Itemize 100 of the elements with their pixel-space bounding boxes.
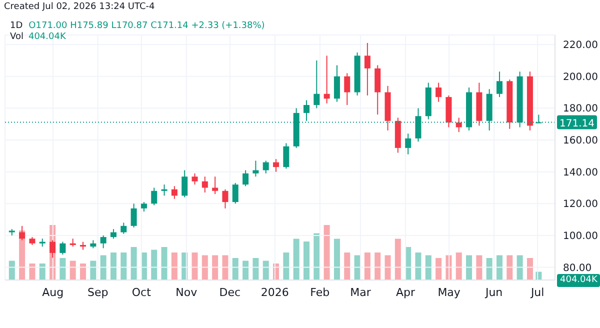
candlestick: [232, 182, 238, 204]
candlestick: [171, 186, 178, 200]
x-tick-label: Dec: [219, 286, 241, 299]
candlestick: [456, 117, 462, 133]
candlestick: [130, 203, 137, 228]
candlestick: [192, 172, 198, 186]
x-tick-label: 2026: [260, 286, 289, 299]
bar: [8, 260, 15, 280]
candlestick: [334, 64, 340, 102]
candlestick: [100, 234, 106, 249]
bar: [486, 258, 492, 280]
candlestick: [60, 241, 66, 256]
bar: [171, 252, 178, 280]
bar: [506, 255, 513, 280]
bar: [242, 260, 249, 280]
bar: [100, 255, 106, 280]
bar: [192, 252, 198, 280]
bar: [80, 264, 86, 280]
candlestick: [314, 60, 320, 109]
x-tick-label: Apr: [396, 286, 416, 299]
bar: [202, 255, 208, 280]
bar: [130, 247, 137, 280]
bar: [110, 252, 116, 280]
bar: [212, 255, 218, 280]
bar: [232, 258, 238, 280]
bar: [314, 233, 320, 280]
bar: [496, 255, 502, 280]
chart-subtitle: O171.00 H175.89 L170.87 C171.14 +2.33 (+1.38%): [28, 21, 265, 31]
candlestick: [496, 71, 502, 98]
bar: [151, 250, 158, 280]
x-tick-label: Feb: [310, 286, 330, 299]
bar: [364, 252, 370, 280]
x-tick-label: Sep: [88, 286, 108, 299]
bar: [39, 264, 46, 280]
bar: [29, 264, 36, 280]
y-tick-label: 140.00: [563, 167, 598, 178]
candlestick: [405, 133, 412, 155]
text: Created Jul 02, 2026 13:24 UTC-4: [4, 2, 155, 12]
bar: [476, 255, 482, 280]
text: 404.04K: [557, 274, 600, 287]
bar: [436, 258, 442, 280]
bar: [90, 260, 96, 280]
candlestick: [151, 187, 158, 206]
y-tick-label: 160.00: [563, 136, 598, 147]
bar: [526, 258, 533, 280]
bar: [262, 260, 269, 280]
ref-line-label: 171.14: [560, 118, 594, 130]
bar: [466, 255, 472, 280]
candlestick: [324, 55, 330, 104]
bar: [161, 247, 168, 280]
candlestick: [252, 160, 259, 178]
candlestick: [212, 176, 218, 195]
bar: [374, 252, 381, 280]
annotation: 404.04K: [28, 32, 66, 42]
candlestick: [344, 72, 350, 106]
candlestick: [182, 170, 188, 198]
candlestick: [364, 42, 370, 96]
y-tick-label: 120.00: [563, 199, 598, 210]
candlestick: [222, 188, 228, 209]
bar: [222, 255, 228, 280]
y-tick-label: 180.00: [563, 104, 598, 115]
y-tick-label: 220.00: [563, 40, 598, 52]
chart-title: 1D: [10, 21, 23, 31]
candlestick: [273, 158, 280, 172]
x-tick-label: May: [438, 286, 461, 299]
bar: [394, 238, 401, 280]
x-tick-label: Jun: [484, 286, 503, 299]
bar: [344, 252, 350, 280]
candlestick: [161, 184, 168, 196]
bar: [293, 238, 300, 280]
bar: [303, 242, 310, 280]
bar: [252, 258, 259, 280]
x-tick-label: Mar: [350, 286, 372, 299]
bar: [334, 238, 340, 280]
x-tick-label: Jul: [530, 286, 544, 299]
candlestick: [283, 142, 290, 170]
y-tick-label: 100.00: [563, 231, 598, 242]
bar: [415, 252, 422, 280]
candlestick: [110, 228, 116, 240]
bar: [283, 252, 290, 280]
chart-title: Vol: [10, 32, 24, 42]
bar: [70, 260, 76, 280]
candlestick: [120, 222, 127, 234]
candlestick: [19, 225, 26, 241]
bar: [456, 252, 462, 280]
candlestick: [140, 202, 147, 212]
x-tick-label: Nov: [176, 286, 198, 299]
bar: [120, 252, 127, 280]
candlestick: [374, 64, 381, 116]
candlestick: [242, 170, 249, 187]
candlestick: [303, 100, 310, 122]
x-tick-label: Aug: [42, 286, 64, 299]
bar: [384, 255, 391, 280]
candlestick: [202, 176, 208, 193]
y-tick-label: 200.00: [563, 72, 598, 83]
bar: [516, 255, 523, 280]
y-tick-label: 80.00: [563, 262, 592, 274]
candlestick: [436, 82, 442, 102]
bar: [60, 258, 66, 280]
x-tick-label: Oct: [132, 286, 152, 299]
